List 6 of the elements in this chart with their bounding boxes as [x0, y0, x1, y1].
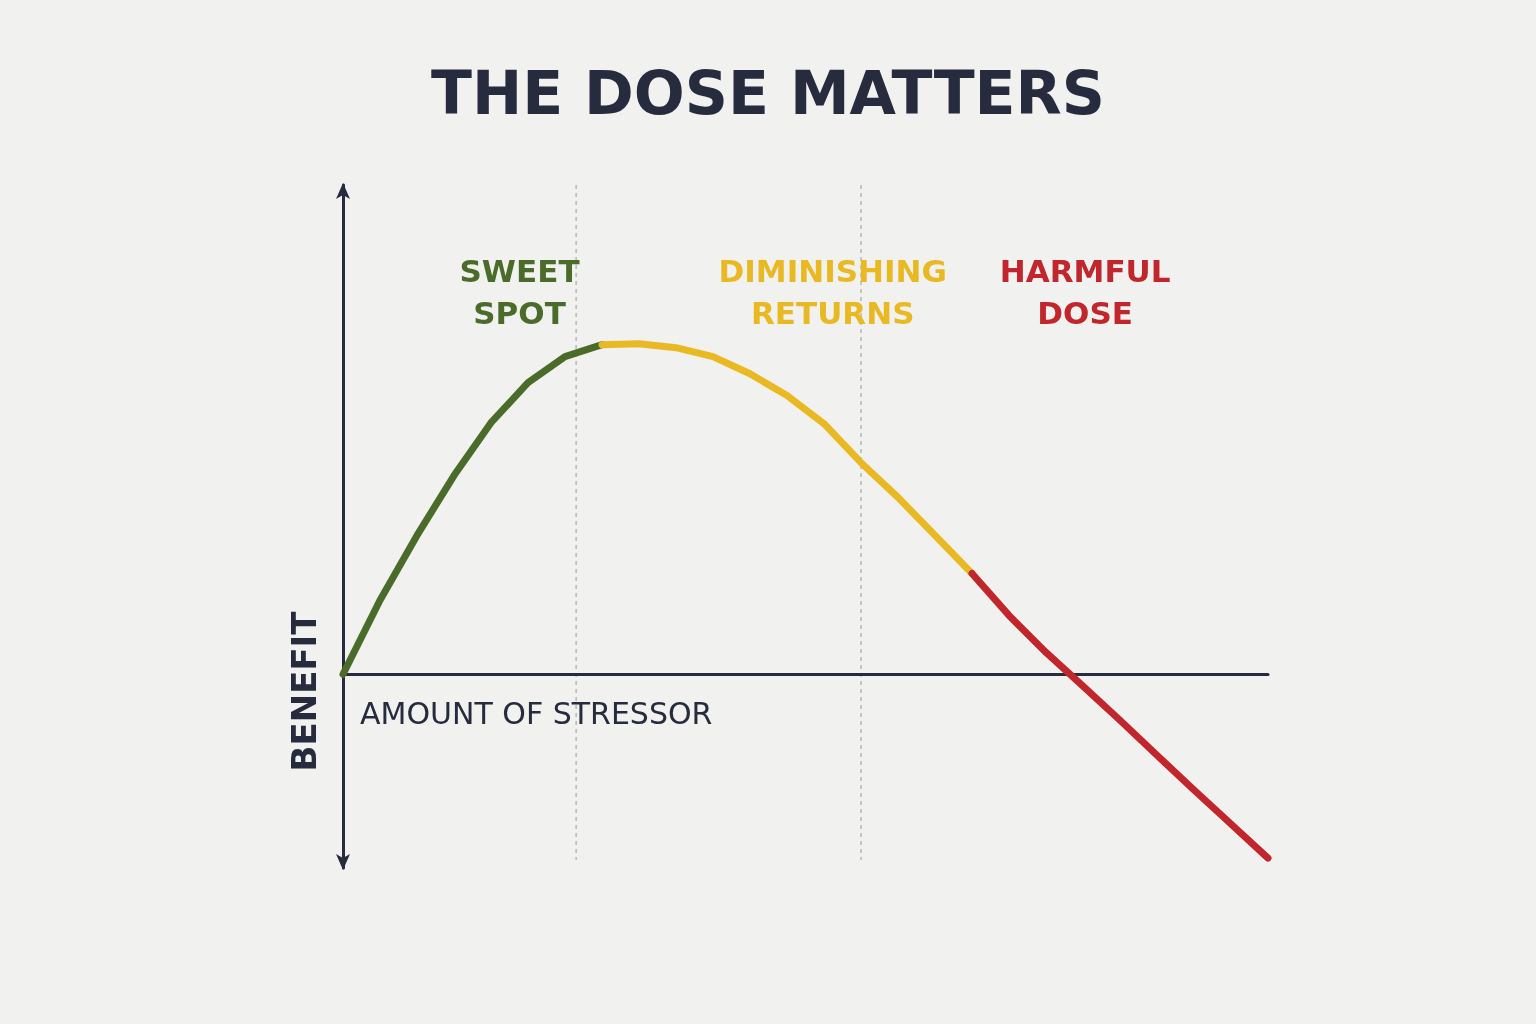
x-axis-title: AMOUNT OF STRESSOR: [360, 695, 713, 731]
text: SWEET SPOT: [459, 253, 580, 331]
text: HARMFUL DOSE: [999, 253, 1171, 331]
y-axis-title: BENEFIT: [284, 610, 324, 772]
chart-title: THE DOSE MATTERS: [430, 58, 1106, 128]
text: DIMINISHING RETURNS: [718, 253, 947, 331]
